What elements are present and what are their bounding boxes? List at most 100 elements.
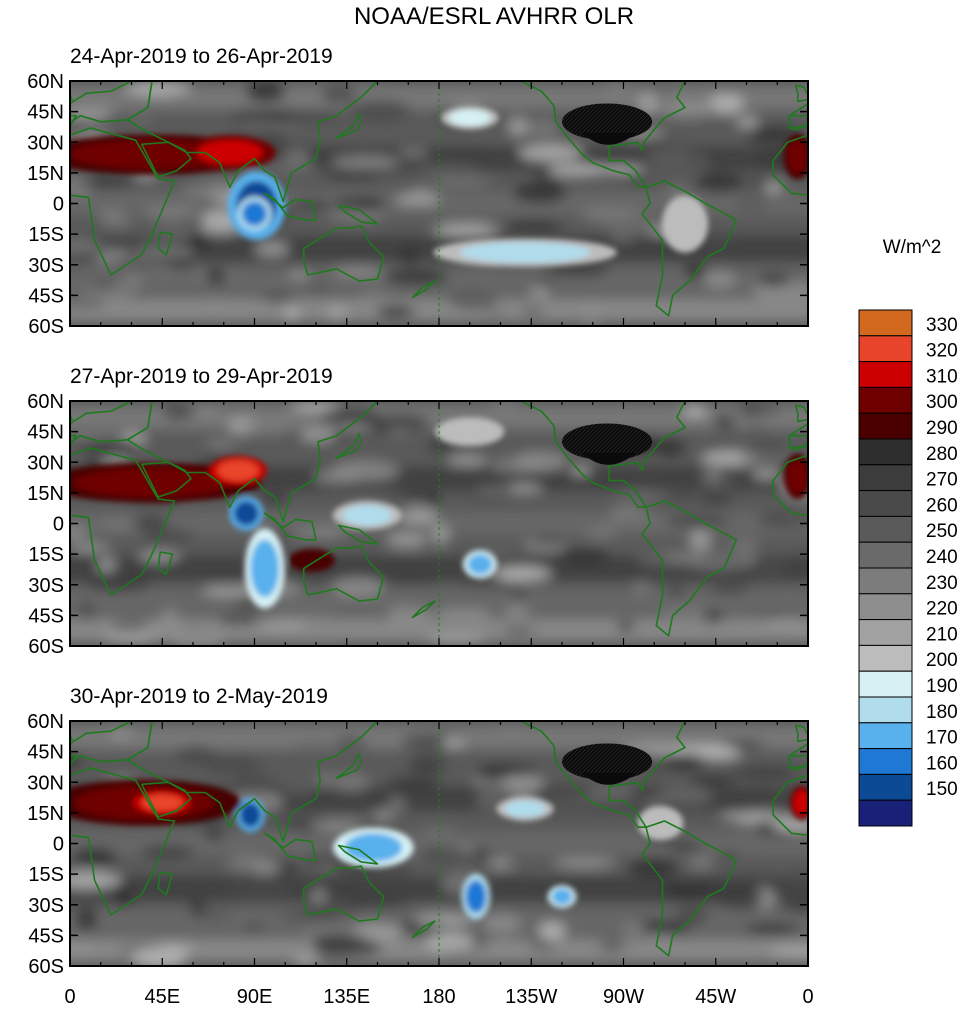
texture-cell [71,178,137,188]
texture-cell [594,164,647,175]
lat-tick-label: 0 [53,834,64,856]
lat-tick-label: 60S [28,316,64,338]
map-panel-2: 27-Apr-2019 to 29-Apr-2019 60N 45N 30N 15N 0… [27,365,809,658]
texture-cell [328,210,386,223]
texture-cell [744,125,803,144]
texture-cell [232,772,274,794]
texture-cell [205,437,237,450]
texture-cell [518,143,583,162]
texture-cell [299,428,336,443]
texture-cell [512,182,568,204]
coastline-asia [126,81,379,203]
coastline-indonesia [264,832,317,861]
texture-cell [430,524,450,545]
texture-cell [441,738,468,749]
texture-cell [425,932,476,953]
texture-cell [676,903,708,926]
texture-cell [322,171,382,179]
texture-cell [494,565,552,583]
coastline-iberia [788,434,808,449]
texture-cell [734,193,768,211]
texture-cell [510,586,530,598]
texture-cell [483,912,522,935]
texture-cell [331,576,385,598]
lon-tick-label: 0 [64,986,75,1008]
texture-cell [291,199,332,212]
lat-tick-label: 45N [27,422,64,444]
coastline-africa [70,127,176,276]
lon-axis-labels: 0 45E 90E 135E 180 135W 90W 45W 0 [64,986,813,1008]
texture-cell [587,784,636,804]
panel-1-date-range: 24-Apr-2019 to 26-Apr-2019 [70,45,333,68]
texture-cell [133,515,169,530]
convection-core [449,109,491,126]
coastline-iberia [70,114,77,127]
convection-core [467,554,493,575]
texture-cell [764,181,783,193]
texture-cell [576,303,606,319]
texture-cell [632,581,651,594]
texture-cell [709,585,750,593]
texture-cell [339,423,373,432]
texture-cell [321,451,369,465]
texture-cell [292,738,333,748]
lat-tick-label: 60N [27,71,64,93]
convection-core [459,242,591,263]
texture-cell [70,870,122,890]
panel-2-tickmarks [69,400,809,647]
lon-tick-label: 0 [802,986,813,1008]
texture-cell [70,939,97,960]
texture-cell [429,177,492,186]
texture-cell [203,829,226,840]
clear-sky-core [787,460,808,493]
texture-cell [384,269,449,285]
texture-cell [490,401,521,413]
clear-sky-core [787,140,808,173]
coastline-africa [772,454,808,517]
panel-2-coastlines [70,401,808,637]
coastline-samerica [641,180,738,317]
texture-cell [399,492,425,500]
texture-cell [685,406,708,416]
convection-core [234,501,259,526]
texture-cell [695,172,744,193]
coastline-newguinea [337,844,379,865]
texture-cell [253,859,281,876]
texture-cell [432,223,498,236]
colorbar-level-label: 150 [926,779,958,800]
texture-cell [735,552,757,567]
texture-cell [112,887,134,907]
texture-cell [656,485,696,504]
texture-cell [751,279,808,302]
colorbar-level-label: 280 [926,444,958,465]
texture-cell [307,281,333,299]
coastline-africa [70,767,176,916]
colorbar-level-label: 240 [926,547,958,568]
lat-tick-label: 30S [28,255,64,277]
texture-cell [531,535,565,545]
texture-cell [413,912,474,928]
coastline-europe [70,81,153,124]
texture-cell [661,885,718,897]
texture-cell [287,270,311,279]
texture-cell [348,99,411,122]
texture-cell [656,786,713,805]
coastline-nz [411,280,436,299]
texture-cell [308,821,364,830]
texture-cell [513,451,568,472]
data-mask-region [562,103,653,141]
colorbar-box [858,722,913,750]
texture-cell [269,125,299,134]
data-mask-region-south [582,772,637,785]
colorbar-boxes: 330 320 310 300 290 280 270 260 250 240 230 220 210 2… [858,309,958,827]
texture-cell [447,289,498,311]
panel-3-coastlines [70,721,808,957]
texture-cell [70,300,106,309]
texture-cell [665,513,731,529]
texture-cell [689,858,714,868]
texture-cell [384,603,424,614]
texture-cell [230,110,296,121]
texture-cell [281,637,348,645]
lat-tick-label: 30N [27,132,64,154]
coastline-newguinea [337,524,379,545]
